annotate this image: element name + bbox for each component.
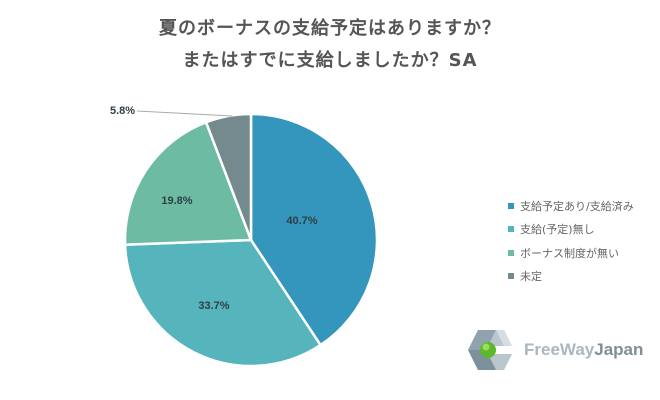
slice-label-3: 5.8% bbox=[110, 105, 135, 117]
logo-hexagon-icon bbox=[468, 330, 514, 370]
legend-item: 支給(予定)無し bbox=[508, 218, 634, 242]
legend-swatch-icon bbox=[508, 226, 514, 233]
legend-label: 支給(予定)無し bbox=[520, 223, 595, 237]
legend-item: ボーナス制度が無い bbox=[508, 241, 634, 265]
leader-line bbox=[136, 110, 233, 117]
slice-label-2: 19.8% bbox=[161, 195, 192, 207]
chart-title-line2: またはすでに支給しましたか？SA bbox=[182, 50, 478, 71]
logo-text-japan: Japan bbox=[594, 340, 644, 359]
legend-swatch-icon bbox=[508, 202, 514, 209]
legend-item: 支給予定あり/支給済み bbox=[508, 194, 634, 218]
legend: 支給予定あり/支給済み 支給(予定)無し ボーナス制度が無い 未定 bbox=[508, 194, 634, 288]
legend-label: ボーナス制度が無い bbox=[520, 246, 619, 260]
chart-title-line1: 夏のボーナスの支給予定はありますか？ bbox=[159, 18, 501, 39]
legend-swatch-icon bbox=[508, 249, 514, 256]
legend-swatch-icon bbox=[508, 273, 514, 280]
legend-item: 未定 bbox=[508, 265, 634, 289]
pie-slices bbox=[123, 112, 379, 368]
pie-slice bbox=[123, 121, 253, 246]
legend-label: 未定 bbox=[520, 270, 542, 284]
legend-label: 支給予定あり/支給済み bbox=[520, 199, 634, 213]
freewayjapan-logo: FreeWayJapan bbox=[466, 328, 643, 372]
logo-text-freeway: FreeWay bbox=[524, 340, 595, 359]
slice-label-1: 33.7% bbox=[198, 300, 229, 312]
pie-slice bbox=[123, 238, 322, 368]
slice-label-0: 40.7% bbox=[286, 215, 317, 227]
